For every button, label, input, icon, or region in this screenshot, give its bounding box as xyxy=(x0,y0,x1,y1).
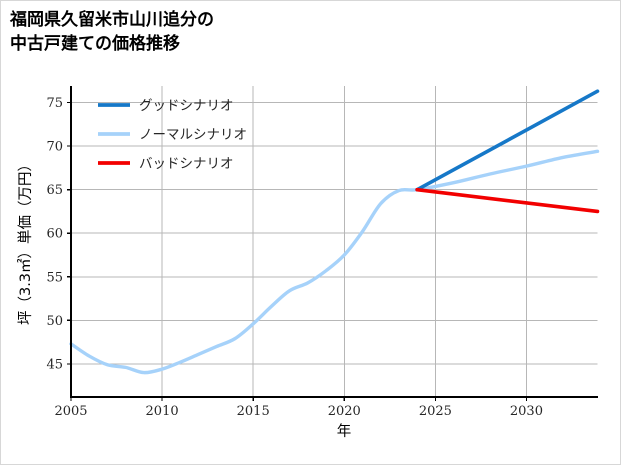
y-tick-label: 70 xyxy=(46,140,63,155)
axis-spines xyxy=(69,86,598,399)
x-tick-label: 2015 xyxy=(237,404,270,419)
series-line-good xyxy=(415,89,600,192)
legend-label-1: ノーマルシナリオ xyxy=(139,127,247,143)
x-tick-label: 2010 xyxy=(146,404,179,419)
y-tick-label: 55 xyxy=(46,270,63,285)
series-group xyxy=(69,89,600,375)
y-tick-label: 45 xyxy=(46,357,63,372)
y-axis-title: 坪（3.3㎡）単価（万円） xyxy=(17,157,34,325)
x-tick-label: 2030 xyxy=(510,404,543,419)
y-tick-label: 75 xyxy=(46,96,63,111)
y-tick-label: 60 xyxy=(46,227,63,242)
series-line-normal xyxy=(69,149,600,375)
series-line-bad xyxy=(415,187,600,214)
y-axis-tick-labels: 45 50 55 60 65 70 75 xyxy=(46,96,63,372)
x-tick-label: 2020 xyxy=(328,404,361,419)
x-tick-label: 2005 xyxy=(54,404,87,419)
tickmarks-group xyxy=(67,101,528,401)
x-axis-title: 年 xyxy=(337,423,352,440)
legend-label-0: グッドシナリオ xyxy=(139,98,234,114)
page-title: 福岡県久留米市山川追分の 中古戸建ての価格推移 xyxy=(10,10,214,55)
legend-label-2: バッドシナリオ xyxy=(139,156,234,172)
y-tick-label: 50 xyxy=(46,314,63,329)
y-tick-label: 65 xyxy=(46,183,63,198)
x-axis-tick-labels: 2005 2010 2015 2020 2025 2030 xyxy=(54,404,543,419)
x-tick-label: 2025 xyxy=(419,404,452,419)
